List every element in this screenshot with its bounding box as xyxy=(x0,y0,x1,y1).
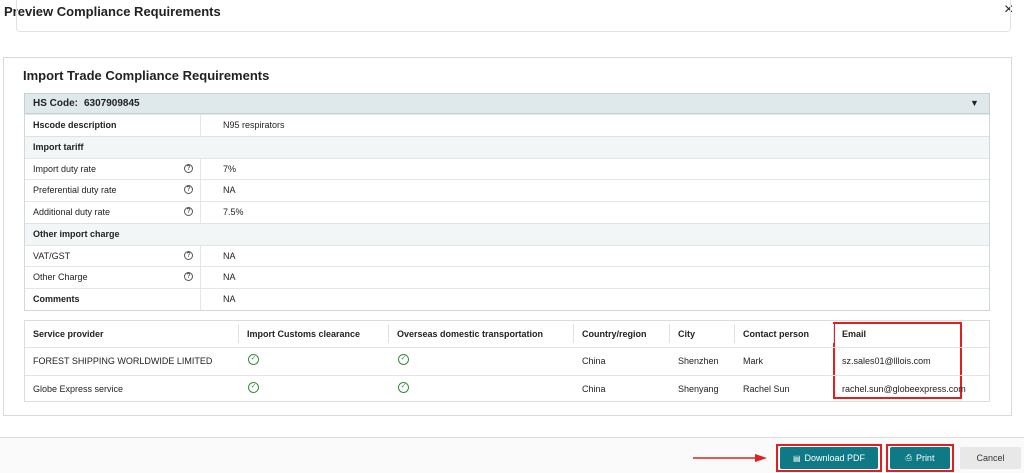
row-label: Preferential duty rate xyxy=(33,185,117,196)
row-value: 7% xyxy=(223,163,237,174)
hs-table xyxy=(24,93,990,311)
cell: Mark xyxy=(743,356,763,366)
check-icon: ✓ xyxy=(248,381,259,393)
section-title: Import Trade Compliance Requirements xyxy=(23,68,270,83)
cell: Globe Express service xyxy=(33,383,124,394)
cell: China xyxy=(582,356,606,366)
check-icon: ✓ xyxy=(398,354,409,365)
highlight-box xyxy=(886,444,954,472)
help-icon: ? xyxy=(184,185,193,195)
cell: Shenzhen xyxy=(678,356,719,366)
column-header: Import Customs clearance xyxy=(247,329,361,339)
cancel-button[interactable]: Cancel xyxy=(960,447,1021,469)
group-label: Import tariff xyxy=(33,141,84,152)
row-border xyxy=(25,266,989,268)
row-value: NA xyxy=(223,250,236,261)
row-border xyxy=(25,157,989,159)
column-divider xyxy=(669,324,670,343)
row-divider xyxy=(200,266,201,288)
highlight-box xyxy=(776,444,882,472)
column-divider xyxy=(238,324,239,343)
collapsed-panel xyxy=(16,0,1011,32)
column-header: Contact person xyxy=(743,329,810,339)
row-label: Comments xyxy=(33,294,80,304)
row-label: Import duty rate xyxy=(33,163,97,174)
row-value: N95 respirators xyxy=(223,120,285,130)
row-value: NA xyxy=(223,294,236,304)
column-header: City xyxy=(678,329,696,339)
cell: sz.sales01@lllois.com xyxy=(842,356,931,366)
highlight-box xyxy=(833,322,962,399)
row-divider xyxy=(200,244,201,267)
download-button[interactable]: ▤ Download PDF xyxy=(780,447,878,469)
column-divider xyxy=(734,324,735,343)
check-icon: ✓ xyxy=(248,354,259,365)
button-label: Cancel xyxy=(976,453,1005,463)
hs-label: HS Code: xyxy=(33,98,78,109)
panel xyxy=(3,57,1012,416)
column-header: Email xyxy=(842,329,867,339)
row-divider xyxy=(200,179,201,201)
row-value: NA xyxy=(223,272,236,283)
column-header: Service provider xyxy=(33,329,104,339)
cell: FOREST SHIPPING WORLDWIDE LIMITED xyxy=(33,356,213,366)
column-divider xyxy=(833,324,834,343)
row-label: Other Charge xyxy=(33,272,88,283)
button-label: Print xyxy=(915,453,935,463)
check-icon: ✓ xyxy=(398,381,409,393)
row-label: Additional duty rate xyxy=(33,207,111,217)
row-border xyxy=(25,374,989,376)
column-header: Overseas domestic transportation xyxy=(397,329,544,339)
print-button[interactable]: ⎙ Print xyxy=(890,447,950,469)
row-divider xyxy=(200,201,201,223)
group-label: Other import charge xyxy=(33,228,120,239)
cell: Shenyang xyxy=(678,383,719,394)
row-border xyxy=(25,114,989,115)
arrow xyxy=(693,454,767,462)
toggle-arrow[interactable]: ▼ xyxy=(970,98,979,108)
group-row xyxy=(25,222,989,245)
close-button[interactable]: × xyxy=(1004,1,1014,18)
group-row xyxy=(25,135,989,158)
row-value: NA xyxy=(223,185,236,196)
help-icon: ? xyxy=(184,163,193,173)
row-border xyxy=(25,288,989,289)
row-border xyxy=(25,179,989,181)
help-icon: ? xyxy=(184,272,193,282)
help-icon: ? xyxy=(184,250,193,260)
button-label: Download PDF xyxy=(804,453,866,463)
row-divider xyxy=(200,288,201,310)
row-divider xyxy=(200,114,201,136)
row-label: VAT/GST xyxy=(33,250,71,261)
column-header: Country/region xyxy=(582,329,647,339)
cell: China xyxy=(582,383,606,394)
hs-code: 6307909845 xyxy=(84,98,140,109)
row-divider xyxy=(200,157,201,180)
column-divider xyxy=(388,324,389,343)
row-border xyxy=(25,347,989,348)
row-value: 7.5% xyxy=(223,207,244,217)
cell: rachel.sun@globeexpress.com xyxy=(842,383,966,394)
help-icon: ? xyxy=(184,207,193,216)
provider-table xyxy=(24,320,990,402)
hs-header[interactable] xyxy=(24,93,990,114)
row-border xyxy=(25,244,989,246)
row-label: Hscode description xyxy=(33,120,117,130)
row-border xyxy=(25,201,989,202)
column-divider xyxy=(573,324,574,343)
dialog-title: Preview Compliance Requirements xyxy=(4,4,221,19)
cell: Rachel Sun xyxy=(743,383,790,394)
